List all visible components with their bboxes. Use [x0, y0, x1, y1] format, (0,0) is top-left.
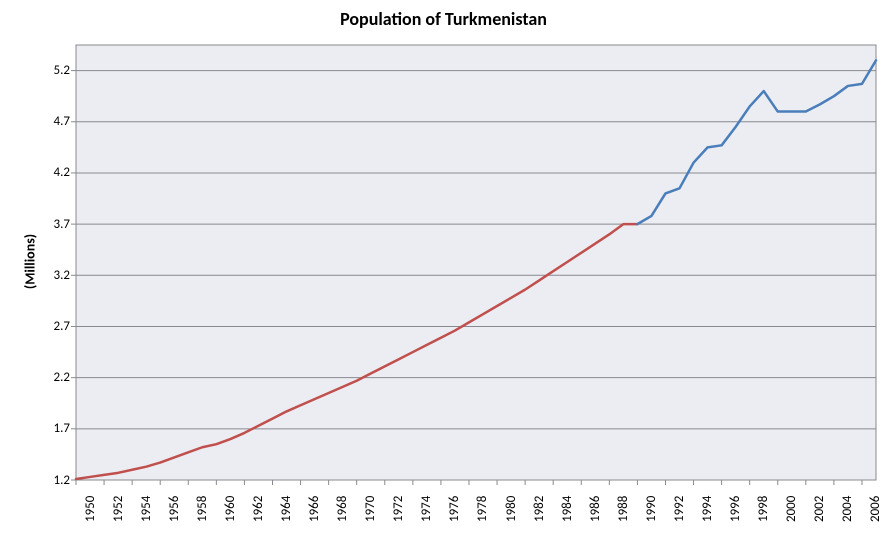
y-tick-label: 4.2	[40, 165, 70, 180]
x-tick-label: 1974	[419, 496, 434, 522]
chart-title: Population of Turkmenistan	[0, 8, 887, 30]
x-tick-label: 1980	[504, 496, 519, 522]
x-tick-label: 1972	[391, 496, 406, 522]
y-axis-label: (Millions)	[22, 221, 39, 301]
x-tick-label: 1970	[363, 496, 378, 522]
x-tick-label: 1990	[644, 496, 659, 522]
x-tick-label: 1964	[279, 496, 294, 522]
x-tick-label: 1994	[700, 496, 715, 522]
x-tick-label: 1984	[560, 496, 575, 522]
x-tick-label: 1950	[83, 496, 98, 522]
x-tick-label: 1986	[588, 496, 603, 522]
x-tick-label: 1954	[139, 496, 154, 522]
y-tick-label: 3.2	[40, 268, 70, 283]
x-tick-label: 1960	[223, 496, 238, 522]
x-tick-label: 1962	[251, 496, 266, 522]
x-tick-label: 2002	[812, 496, 827, 522]
x-tick-label: 1968	[335, 496, 350, 522]
y-tick-label: 1.7	[40, 421, 70, 436]
x-tick-label: 2006	[868, 496, 883, 522]
x-tick-label: 1958	[195, 496, 210, 522]
y-tick-label: 2.7	[40, 319, 70, 334]
x-tick-label: 1966	[307, 496, 322, 522]
x-tick-label: 1952	[111, 496, 126, 522]
x-tick-label: 1996	[728, 496, 743, 522]
chart-container: Population of Turkmenistan (Millions) 1.…	[0, 0, 887, 548]
x-tick-label: 1956	[167, 496, 182, 522]
x-tick-label: 1982	[532, 496, 547, 522]
x-tick-label: 1992	[672, 496, 687, 522]
x-tick-label: 1988	[616, 496, 631, 522]
x-tick-label: 2000	[784, 496, 799, 522]
y-tick-label: 5.2	[40, 63, 70, 78]
y-tick-label: 3.7	[40, 217, 70, 232]
x-tick-label: 2004	[840, 496, 855, 522]
plot-area	[76, 45, 876, 480]
y-tick-label: 2.2	[40, 370, 70, 385]
x-tick-label: 1978	[475, 496, 490, 522]
x-tick-label: 1976	[447, 496, 462, 522]
y-tick-label: 4.7	[40, 114, 70, 129]
x-tick-label: 1998	[756, 496, 771, 522]
y-tick-label: 1.2	[40, 473, 70, 488]
